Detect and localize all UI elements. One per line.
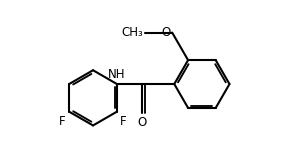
Text: O: O <box>138 116 147 129</box>
Text: O: O <box>161 26 170 39</box>
Text: F: F <box>120 115 127 128</box>
Text: F: F <box>59 115 66 128</box>
Text: CH₃: CH₃ <box>122 26 143 39</box>
Text: NH: NH <box>108 68 126 81</box>
